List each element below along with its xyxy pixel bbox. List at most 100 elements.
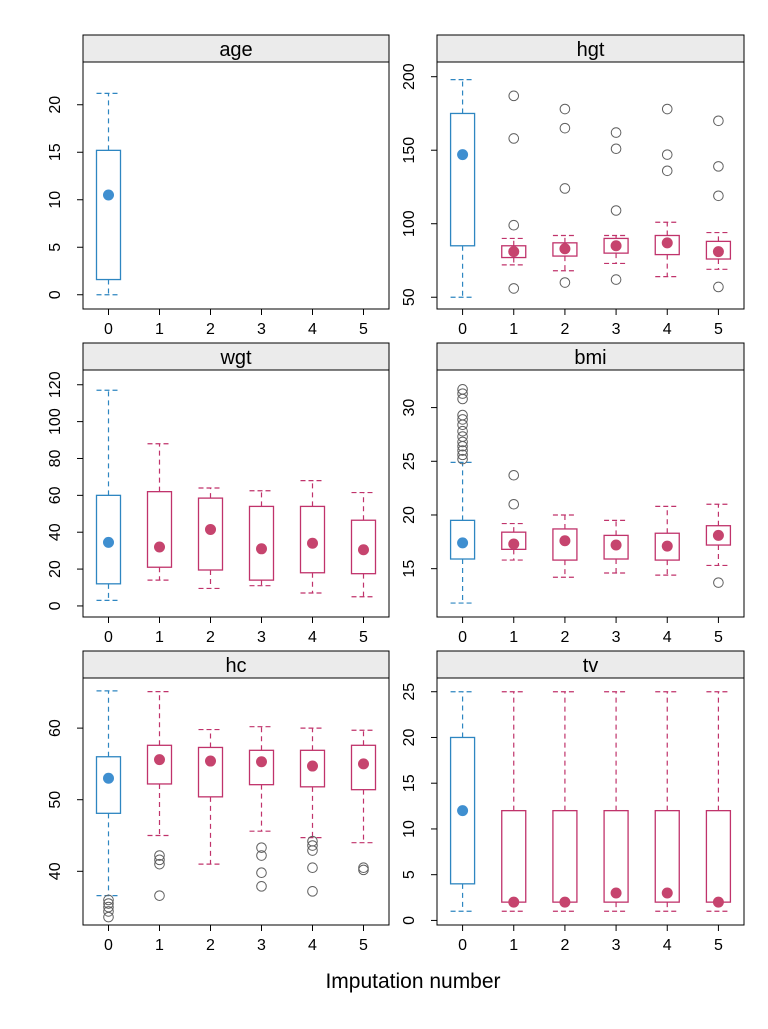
y-tick-label-age: 5 (47, 243, 64, 252)
median-dot (457, 805, 469, 817)
outlier-point (307, 840, 318, 851)
strip-title-age: age (219, 39, 252, 61)
y-tick-label-age: 20 (47, 96, 64, 114)
strip-bmi (436, 342, 745, 371)
median-dot (256, 543, 267, 555)
x-tick-label-hgt: 0 (458, 321, 467, 338)
box-tv-2 (552, 691, 578, 912)
x-tick-label-hgt: 3 (612, 321, 621, 338)
outlier-point (559, 122, 571, 134)
box-wgt-5 (350, 491, 377, 598)
panel-frame-hgt (436, 61, 745, 310)
median-dot (103, 536, 114, 548)
y-tick-label-age: 10 (47, 191, 64, 209)
outlier-point (103, 901, 114, 913)
box-hc-5 (350, 729, 377, 876)
panel-frame-hc (82, 677, 390, 926)
y-tick-label-wgt: 120 (47, 371, 64, 398)
box-hgt-2 (552, 103, 578, 288)
median-dot (610, 887, 622, 899)
y-tick-label-wgt: 20 (47, 560, 64, 578)
median-dot (661, 540, 673, 552)
x-tick-label-tv: 5 (714, 937, 723, 954)
median-dot (661, 237, 673, 249)
strip-title-tv: tv (583, 655, 599, 677)
outlier-point (457, 453, 468, 465)
y-tick-label-hc: 50 (47, 791, 64, 809)
outlier-point (457, 449, 468, 461)
median-dot (610, 240, 622, 252)
y-tick-label-wgt: 0 (47, 601, 64, 610)
box-iqr (501, 809, 527, 903)
outlier-point (358, 862, 369, 874)
panel-age: age 0 5 10 15 20 0 1 2 3 4 5 (47, 34, 390, 338)
x-tick-label-hgt: 2 (560, 321, 569, 338)
median-dot (205, 523, 216, 535)
y-tick-label-tv: 5 (401, 870, 418, 879)
y-tick-label-hgt: 50 (401, 288, 418, 306)
outlier-point (457, 409, 468, 421)
median-dot (559, 243, 571, 255)
box-hc-1 (146, 691, 173, 901)
median-dot (559, 896, 571, 908)
strip-title-hc: hc (225, 655, 246, 677)
median-dot (307, 760, 318, 772)
x-tick-label-bmi: 2 (560, 629, 569, 646)
x-tick-label-tv: 3 (612, 937, 621, 954)
x-tick-label-wgt: 2 (206, 629, 215, 646)
panel-hc: hc 40 50 60 0 1 2 3 4 5 (47, 650, 390, 954)
box-age-0 (95, 92, 122, 296)
outlier-point (713, 161, 724, 172)
y-tick-label-tv: 15 (401, 774, 418, 792)
box-hgt-3 (603, 127, 629, 285)
outlier-point (103, 898, 114, 909)
outlier-point (307, 835, 318, 847)
outlier-point (457, 425, 468, 437)
outlier-point (508, 90, 520, 102)
x-tick-label-age: 5 (359, 321, 368, 338)
outlier-point (154, 858, 165, 870)
y-tick-label-tv: 0 (401, 916, 418, 925)
outlier-point (559, 277, 571, 288)
x-tick-label-bmi: 0 (458, 629, 467, 646)
panel-wgt: wgt 0 20 40 60 80 100 120 0 1 2 3 4 5 (47, 342, 390, 646)
x-tick-label-bmi: 1 (509, 629, 518, 646)
box-iqr (248, 505, 275, 581)
outlier-point (508, 283, 520, 294)
x-axis-label: Imputation number (325, 970, 500, 993)
box-bmi-4 (654, 505, 680, 576)
box-tv-0 (449, 691, 476, 912)
median-dot (457, 149, 469, 161)
box-hgt-1 (501, 90, 527, 294)
outlier-point (154, 850, 165, 861)
box-hgt-4 (654, 103, 680, 278)
x-tick-label-tv: 4 (663, 937, 672, 954)
y-tick-label-age: 15 (47, 143, 64, 161)
panel-bmi: bmi 15 20 25 30 0 1 2 3 4 5 (401, 342, 745, 646)
outlier-point (256, 842, 267, 853)
x-tick-label-hgt: 1 (509, 321, 518, 338)
median-dot (610, 539, 622, 551)
median-dot (358, 758, 369, 770)
y-tick-label-hc: 40 (47, 862, 64, 880)
outlier-point (307, 862, 318, 874)
strip-hc (82, 650, 390, 679)
y-tick-label-bmi: 15 (401, 560, 418, 578)
outlier-point (457, 414, 468, 425)
strip-title-wgt: wgt (219, 347, 252, 369)
outlier-point (508, 498, 520, 510)
box-iqr (552, 809, 578, 903)
outlier-point (713, 190, 724, 202)
x-tick-label-age: 0 (104, 321, 113, 338)
box-tv-3 (603, 691, 629, 912)
x-tick-label-hc: 0 (104, 937, 113, 954)
x-tick-label-bmi: 3 (612, 629, 621, 646)
outlier-point (154, 854, 165, 866)
x-tick-label-hc: 3 (257, 937, 266, 954)
median-dot (712, 896, 724, 908)
box-iqr (95, 756, 122, 814)
outlier-point (103, 894, 114, 906)
x-tick-label-age: 1 (155, 321, 164, 338)
outlier-point (307, 886, 318, 897)
